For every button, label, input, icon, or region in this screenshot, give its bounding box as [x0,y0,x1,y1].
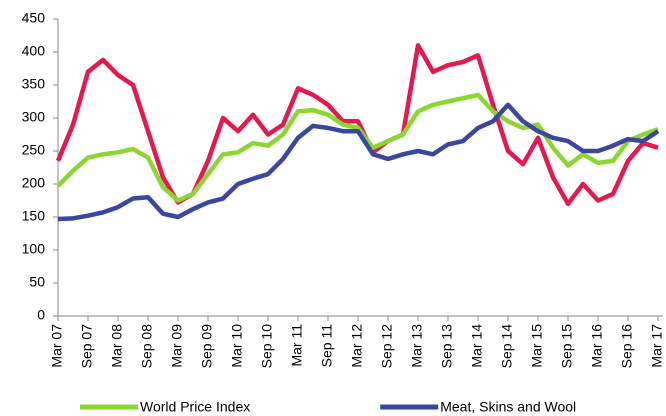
y-tick-label: 300 [22,109,46,125]
x-tick-label: Mar 07 [49,324,65,368]
x-tick-label: Sep 13 [439,324,455,369]
y-tick-label: 450 [22,10,46,26]
y-tick-label: 150 [22,208,46,224]
x-tick-label: Mar 17 [649,324,665,368]
x-tick-label: Mar 15 [529,324,545,368]
x-tick-label: Mar 08 [109,324,125,368]
x-tick-label: Mar 12 [349,324,365,368]
x-tick-label: Sep 15 [559,324,575,369]
y-tick-label: 350 [22,76,46,92]
series-line [55,43,659,207]
series-line [57,102,660,222]
x-tick-label: Sep 12 [379,324,395,369]
x-tick-label: Sep 10 [259,324,275,369]
x-tick-label: Sep 07 [79,324,95,369]
x-tick-label: Sep 14 [499,324,515,369]
x-tick-label: Sep 16 [619,324,635,369]
x-tick-label: Mar 10 [229,324,245,368]
x-tick-label: Sep 08 [139,324,155,369]
x-tick-label: Mar 14 [469,324,485,368]
x-tick-label: Sep 09 [199,324,215,369]
series-line [56,92,659,203]
y-tick-label: 400 [22,43,46,59]
x-tick-label: Mar 11 [289,324,305,367]
y-tick-label: 0 [37,307,45,323]
x-tick-label: Sep 11 [319,324,335,368]
y-tick-label: 100 [22,241,46,257]
y-tick-label: 250 [22,142,46,158]
x-tick-label: Mar 13 [409,324,425,368]
legend-label: Meat, Skins and Wool [440,399,576,415]
x-tick-label: Mar 16 [589,324,605,368]
legend-label: World Price Index [140,399,250,415]
x-tick-label: Mar 09 [169,324,185,368]
y-tick-label: 50 [29,274,45,290]
y-tick-label: 200 [22,175,46,191]
